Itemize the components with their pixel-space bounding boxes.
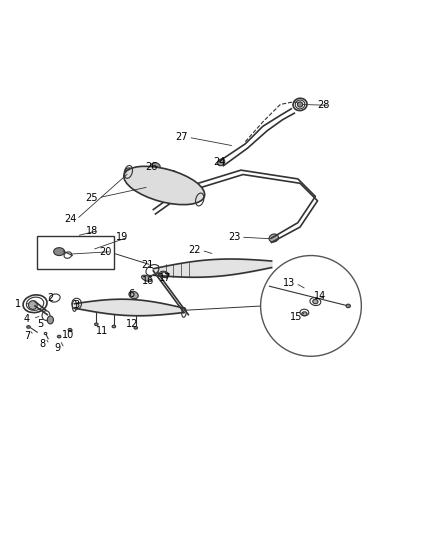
Text: 9: 9: [55, 343, 61, 353]
Text: 19: 19: [116, 232, 128, 242]
Text: 15: 15: [290, 312, 302, 322]
Ellipse shape: [302, 312, 307, 316]
Ellipse shape: [125, 168, 133, 174]
Text: 16: 16: [142, 276, 154, 286]
Text: 17: 17: [159, 273, 172, 284]
Text: 28: 28: [317, 100, 329, 110]
Text: 6: 6: [128, 289, 134, 299]
Text: 23: 23: [228, 232, 240, 242]
Text: 11: 11: [96, 326, 108, 336]
Circle shape: [261, 255, 361, 356]
Text: 24: 24: [213, 157, 225, 167]
Text: 8: 8: [40, 340, 46, 350]
Ellipse shape: [151, 163, 160, 171]
Text: 24: 24: [64, 214, 76, 224]
Ellipse shape: [68, 328, 72, 332]
Text: 7: 7: [24, 330, 30, 341]
Text: 26: 26: [145, 161, 157, 172]
Ellipse shape: [141, 275, 152, 281]
Text: 4: 4: [23, 313, 29, 324]
Ellipse shape: [27, 326, 30, 328]
Text: 14: 14: [314, 291, 326, 301]
Ellipse shape: [129, 292, 138, 298]
Ellipse shape: [57, 335, 61, 338]
Text: 21: 21: [141, 260, 154, 270]
Text: 13: 13: [283, 278, 295, 288]
Text: 20: 20: [99, 247, 111, 256]
Ellipse shape: [134, 327, 138, 329]
Text: 10: 10: [62, 330, 74, 340]
Ellipse shape: [297, 102, 303, 107]
Text: 12: 12: [126, 319, 138, 329]
Ellipse shape: [269, 234, 279, 242]
Ellipse shape: [313, 300, 318, 304]
Text: 25: 25: [86, 193, 98, 203]
Text: 27: 27: [176, 132, 188, 142]
Ellipse shape: [124, 166, 205, 205]
Ellipse shape: [95, 323, 98, 326]
Text: 2: 2: [47, 293, 53, 303]
Text: 5: 5: [37, 319, 43, 329]
Ellipse shape: [28, 301, 37, 310]
Ellipse shape: [218, 159, 225, 166]
Ellipse shape: [53, 248, 65, 255]
Ellipse shape: [47, 316, 53, 324]
FancyBboxPatch shape: [37, 236, 114, 269]
Text: 18: 18: [86, 225, 98, 236]
Text: 1: 1: [14, 298, 21, 309]
Text: 22: 22: [189, 245, 201, 255]
Ellipse shape: [346, 304, 350, 308]
Text: 3: 3: [74, 300, 80, 310]
Ellipse shape: [112, 325, 116, 328]
